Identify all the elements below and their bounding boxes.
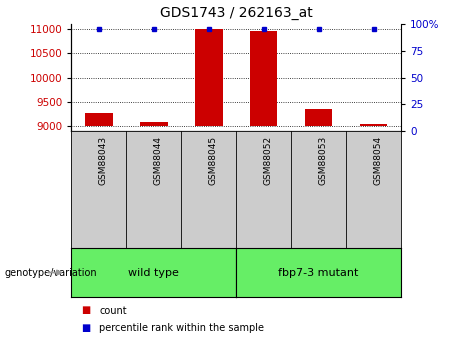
Bar — [305, 109, 332, 126]
Bar — [195, 29, 223, 126]
Text: GSM88054: GSM88054 — [373, 136, 383, 185]
Text: fbp7-3 mutant: fbp7-3 mutant — [278, 268, 359, 277]
Bar — [85, 113, 112, 126]
Title: GDS1743 / 262163_at: GDS1743 / 262163_at — [160, 6, 313, 20]
Bar — [140, 122, 168, 126]
Text: wild type: wild type — [129, 268, 179, 277]
Text: GSM88043: GSM88043 — [99, 136, 108, 185]
Text: genotype/variation: genotype/variation — [5, 268, 97, 277]
Text: ■: ■ — [81, 306, 90, 315]
Text: GSM88044: GSM88044 — [154, 136, 163, 185]
Text: GSM88053: GSM88053 — [319, 136, 328, 185]
Text: ■: ■ — [81, 323, 90, 333]
Text: GSM88045: GSM88045 — [209, 136, 218, 185]
Text: percentile rank within the sample: percentile rank within the sample — [99, 323, 264, 333]
Text: count: count — [99, 306, 127, 315]
Bar — [360, 124, 387, 126]
Bar — [250, 31, 278, 126]
Text: GSM88052: GSM88052 — [264, 136, 273, 185]
